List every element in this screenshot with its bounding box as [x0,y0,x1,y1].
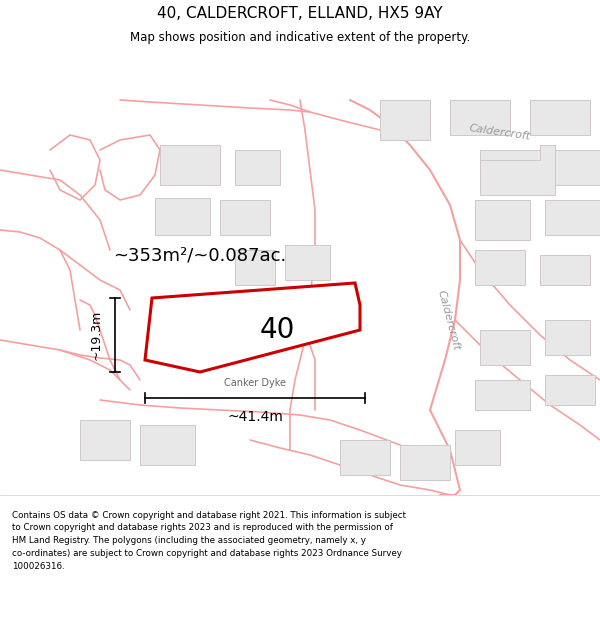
Polygon shape [545,320,590,355]
Polygon shape [380,100,430,140]
Polygon shape [530,100,590,135]
Text: ~19.3m: ~19.3m [90,310,103,360]
Polygon shape [475,250,525,285]
Text: Contains OS data © Crown copyright and database right 2021. This information is : Contains OS data © Crown copyright and d… [12,511,406,571]
Polygon shape [160,145,220,185]
Text: Caldercroft: Caldercroft [469,122,532,141]
Polygon shape [220,200,270,235]
Polygon shape [545,200,600,235]
Text: Caldercroft: Caldercroft [435,289,461,351]
Polygon shape [80,420,130,460]
Polygon shape [400,445,450,480]
Text: Map shows position and indicative extent of the property.: Map shows position and indicative extent… [130,31,470,44]
Text: Canker Dyke: Canker Dyke [224,378,286,388]
Polygon shape [480,330,530,365]
Polygon shape [555,150,600,185]
Polygon shape [475,380,530,410]
Polygon shape [340,440,390,475]
Text: ~353m²/~0.087ac.: ~353m²/~0.087ac. [113,246,287,264]
Polygon shape [285,245,330,280]
Polygon shape [235,250,275,285]
Polygon shape [145,283,360,372]
Polygon shape [545,375,595,405]
Text: ~41.4m: ~41.4m [227,410,283,424]
Polygon shape [480,145,555,195]
Polygon shape [480,150,540,190]
Polygon shape [475,200,530,240]
Polygon shape [455,430,500,465]
Text: 40: 40 [259,316,295,344]
Polygon shape [140,425,195,465]
Polygon shape [450,100,510,135]
Polygon shape [235,150,280,185]
Polygon shape [540,255,590,285]
Text: 40, CALDERCROFT, ELLAND, HX5 9AY: 40, CALDERCROFT, ELLAND, HX5 9AY [157,6,443,21]
Polygon shape [155,198,210,235]
